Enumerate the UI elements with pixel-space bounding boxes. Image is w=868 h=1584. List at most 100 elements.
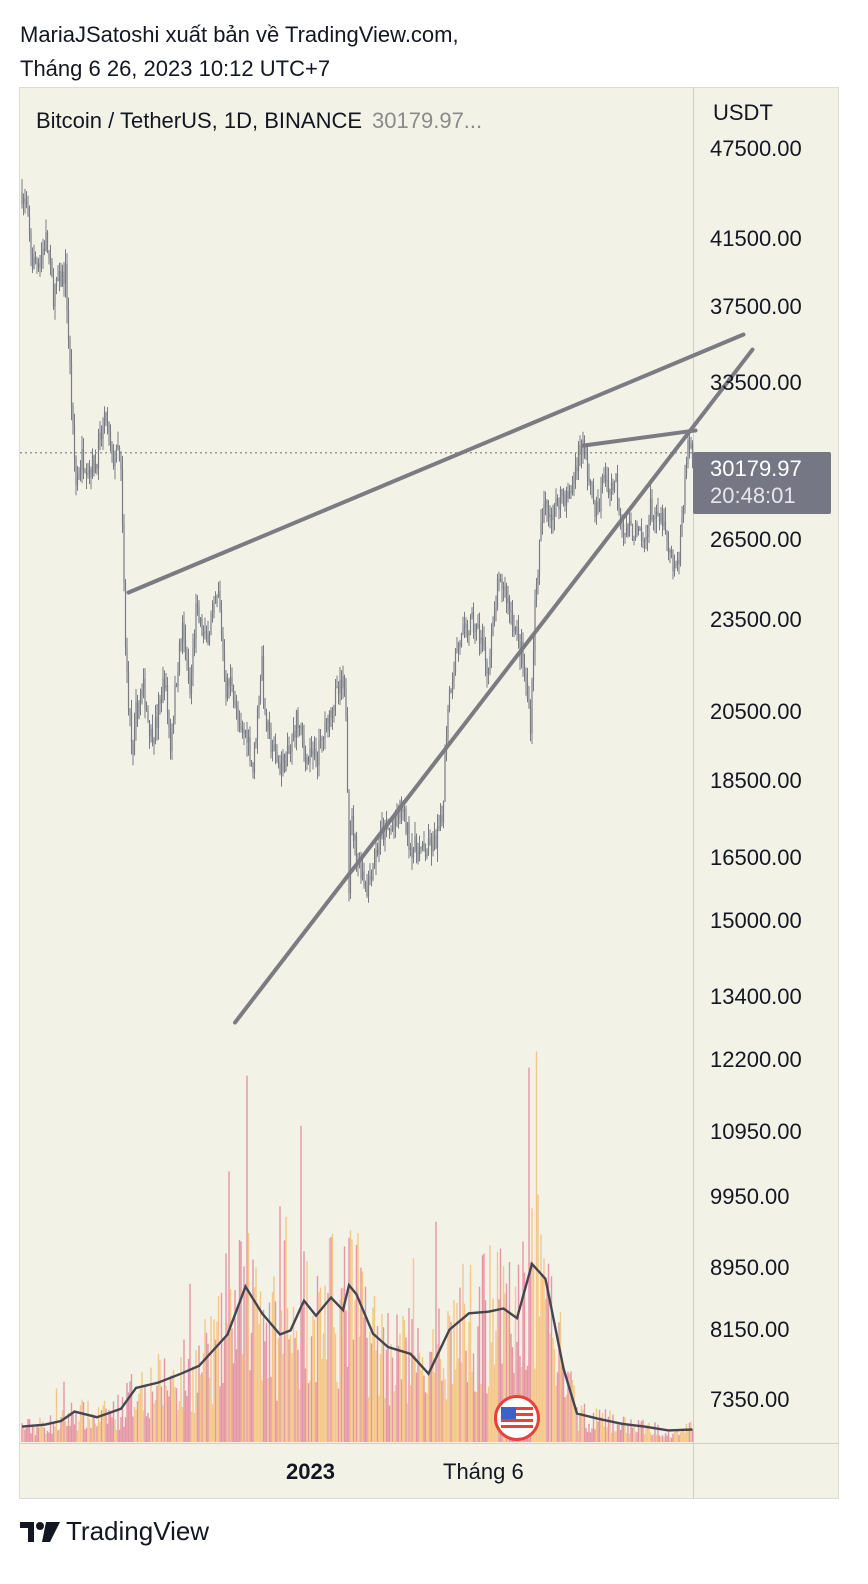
volume-bar <box>466 1382 469 1442</box>
volume-bar <box>516 1341 518 1442</box>
volume-bar <box>493 1364 496 1442</box>
candle-body <box>160 699 163 703</box>
candle-body <box>177 671 179 687</box>
volume-bar <box>631 1427 634 1442</box>
candle-body <box>687 440 689 465</box>
volume-bar <box>444 1379 446 1442</box>
tradingview-brand: TradingView <box>20 1516 209 1547</box>
volume-bar <box>349 1230 352 1442</box>
symbol-price: 30179.97... <box>372 108 483 133</box>
volume-bar <box>537 1194 539 1442</box>
candle-body <box>174 685 176 719</box>
candle-body <box>87 472 89 476</box>
volume-bar <box>603 1426 605 1442</box>
volume-bar <box>348 1237 350 1442</box>
us-flag-icon[interactable] <box>494 1395 540 1441</box>
volume-bar <box>489 1245 491 1442</box>
volume-bar <box>63 1381 65 1442</box>
volume-bar <box>277 1338 280 1442</box>
trendline-resistance[interactable] <box>126 332 746 595</box>
volume-bar <box>469 1264 472 1442</box>
volume-bar <box>352 1339 355 1442</box>
trendline-top[interactable] <box>581 428 698 448</box>
author-line: MariaJSatoshi xuất bản về TradingView.co… <box>20 22 459 47</box>
candle-body <box>295 710 298 738</box>
volume-bar <box>369 1331 371 1442</box>
volume-bar <box>433 1372 436 1442</box>
volume-bar <box>423 1375 425 1442</box>
volume-bar <box>678 1435 680 1442</box>
symbol-legend[interactable]: Bitcoin / TetherUS, 1D, BINANCE 30179.97.… <box>36 108 482 134</box>
volume-bar <box>568 1373 571 1442</box>
candle-body <box>475 624 478 632</box>
candle-body <box>106 421 109 423</box>
candle-body <box>79 469 82 476</box>
candle-body <box>528 698 530 708</box>
volume-bar <box>238 1239 241 1442</box>
volume-bar <box>436 1343 439 1442</box>
volume-bar <box>318 1292 320 1442</box>
volume-bar <box>336 1382 338 1442</box>
volume-bar <box>384 1397 386 1442</box>
candle-body <box>322 738 325 740</box>
volume-bar <box>609 1410 611 1442</box>
volume-bar <box>300 1125 302 1442</box>
volume-bar <box>214 1339 217 1442</box>
candle-body <box>426 854 428 857</box>
volume-bar <box>556 1372 559 1442</box>
volume-bar <box>480 1383 482 1442</box>
candle-body <box>618 498 620 509</box>
volume-bar <box>648 1422 650 1442</box>
volume-bar <box>66 1425 68 1442</box>
candle-body <box>127 671 130 710</box>
candle-body <box>178 642 181 672</box>
volume-bar <box>292 1306 295 1442</box>
candle-body <box>339 680 341 694</box>
volume-bar <box>61 1410 64 1442</box>
candle-body <box>571 483 574 493</box>
candle-body <box>412 849 415 859</box>
candle-body <box>534 600 536 651</box>
candle-body <box>169 727 172 752</box>
volume-bar <box>21 1423 23 1442</box>
candle-body <box>238 722 241 727</box>
volume-bar <box>411 1319 413 1442</box>
candle-body <box>171 732 173 752</box>
candle-body <box>226 679 229 699</box>
volume-bar <box>366 1337 368 1442</box>
trendline-support[interactable] <box>233 347 755 1025</box>
volume-bar <box>646 1424 649 1442</box>
candle-body <box>435 835 437 849</box>
candle-body <box>519 635 521 656</box>
volume-bar <box>256 1303 259 1442</box>
candle-body <box>472 612 475 632</box>
candle-body <box>28 214 31 234</box>
volume-bar <box>583 1403 586 1442</box>
x-tick-june: Tháng 6 <box>443 1459 524 1484</box>
volume-bar <box>477 1326 479 1442</box>
volume-bar <box>315 1382 317 1442</box>
candle-body <box>447 708 449 738</box>
candle-body <box>351 815 353 822</box>
volume-bar <box>421 1357 424 1442</box>
volume-bar <box>258 1323 260 1442</box>
volume-bar <box>562 1365 565 1442</box>
candle-body <box>646 536 649 538</box>
chart-area[interactable] <box>19 87 839 1499</box>
candle-body <box>133 726 136 755</box>
candle-body <box>316 757 319 766</box>
volume-bar <box>210 1316 212 1442</box>
volume-bar <box>633 1425 635 1442</box>
x-tick-2023: 2023 <box>286 1459 335 1484</box>
trendlines[interactable] <box>126 332 755 1025</box>
volume-bar <box>382 1327 385 1442</box>
volume-bar <box>87 1400 89 1442</box>
candle-body <box>531 680 533 734</box>
volume-bar <box>597 1421 599 1442</box>
volume-bar <box>657 1424 659 1442</box>
candle-body <box>259 680 262 702</box>
candle-body <box>601 478 604 488</box>
volume-bar <box>261 1380 263 1442</box>
candle-body <box>205 631 208 634</box>
volume-bar <box>541 1277 544 1442</box>
